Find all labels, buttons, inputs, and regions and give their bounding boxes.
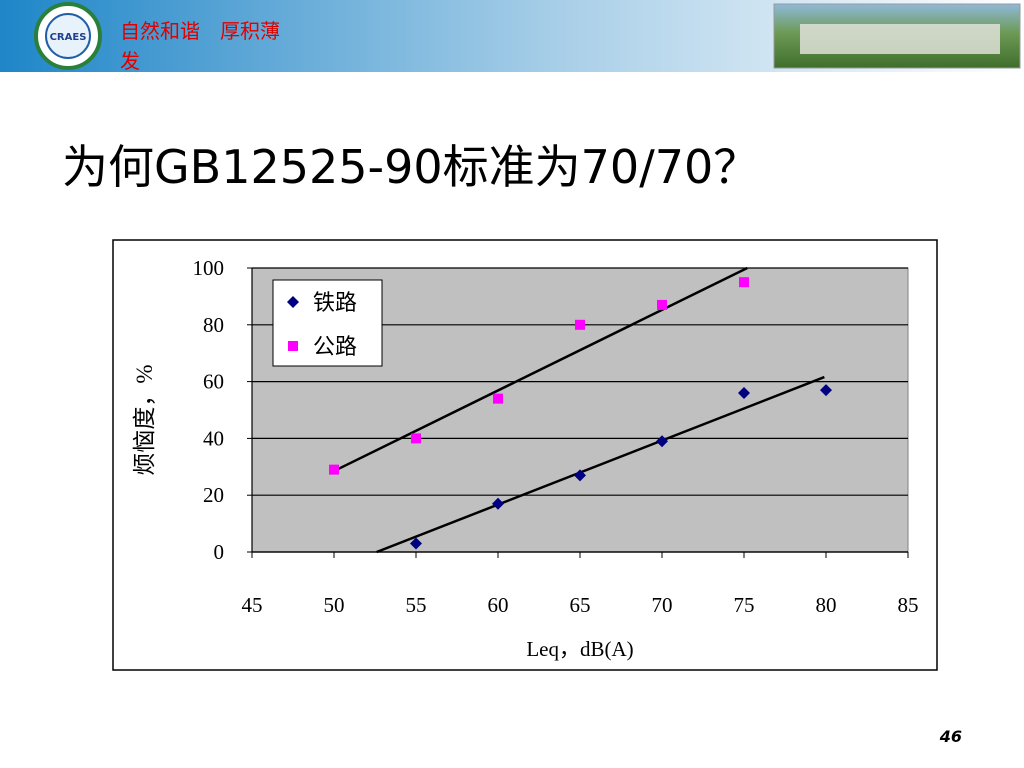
y-tick-label: 40 bbox=[203, 426, 224, 450]
x-tick-label: 60 bbox=[488, 593, 509, 617]
y-tick-label: 60 bbox=[203, 370, 224, 394]
chart: 0 20 40 60 80 100 45 50 55 60 65 70 75 80 85 Leq，dB(A) 烦… bbox=[132, 256, 919, 661]
x-tick-label: 50 bbox=[324, 593, 345, 617]
x-axis-label: Leq，dB(A) bbox=[526, 637, 633, 661]
point bbox=[739, 277, 749, 288]
page-number: 46 bbox=[939, 727, 962, 746]
point bbox=[656, 435, 668, 448]
point bbox=[574, 469, 586, 482]
y-axis-label: 烦恼度，% bbox=[132, 364, 157, 475]
trend-line bbox=[333, 266, 748, 473]
y-tick-label: 100 bbox=[193, 256, 225, 280]
point bbox=[411, 433, 421, 444]
point bbox=[657, 299, 667, 310]
point bbox=[329, 464, 339, 475]
legend-marker bbox=[288, 341, 298, 351]
y-tick-label: 80 bbox=[203, 313, 224, 337]
legend bbox=[272, 279, 383, 367]
y-tick-label: 20 bbox=[203, 483, 224, 507]
slide-title: 为何GB12525-90标准为70/70？ bbox=[62, 140, 759, 194]
x-tick-label: 65 bbox=[570, 593, 591, 617]
trend-line bbox=[376, 375, 825, 554]
y-tick-label: 0 bbox=[214, 540, 225, 564]
motto: 自然和谐 厚积薄发 bbox=[120, 19, 280, 73]
legend-marker bbox=[287, 296, 299, 308]
point bbox=[410, 537, 422, 550]
logo-text: CRAES bbox=[50, 32, 87, 43]
x-tick-label: 55 bbox=[406, 593, 427, 617]
legend-label: 公路 bbox=[313, 334, 357, 359]
logo-inner bbox=[45, 13, 91, 59]
point bbox=[492, 497, 504, 510]
point bbox=[493, 393, 503, 404]
photo-building bbox=[800, 24, 1000, 54]
point bbox=[575, 319, 585, 330]
point bbox=[820, 384, 832, 397]
x-tick-label: 80 bbox=[816, 593, 837, 617]
point bbox=[738, 386, 750, 399]
legend-label: 铁路 bbox=[313, 290, 357, 315]
x-tick-label: 85 bbox=[898, 593, 919, 617]
x-tick-label: 45 bbox=[242, 593, 263, 617]
x-tick-label: 75 bbox=[734, 593, 755, 617]
x-tick-label: 70 bbox=[652, 593, 673, 617]
